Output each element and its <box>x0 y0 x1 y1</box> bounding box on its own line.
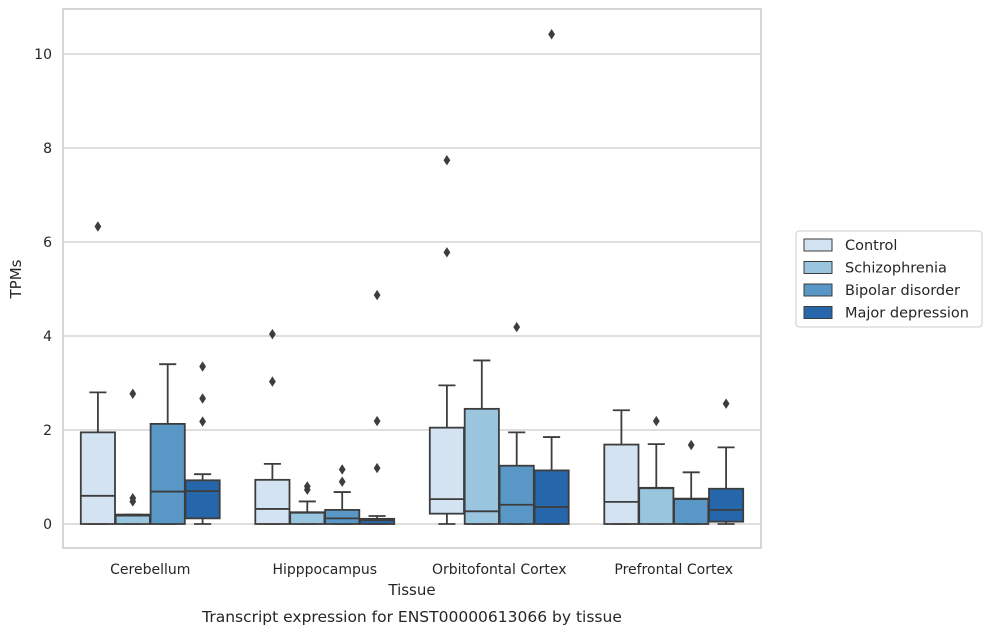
legend-swatch <box>803 261 833 274</box>
box-plot <box>254 328 291 525</box>
iqr-box <box>638 486 675 525</box>
iqr-box <box>149 422 186 525</box>
x-tick-label: Cerebellum <box>110 562 190 578</box>
y-axis-label: TPMs <box>7 259 25 299</box>
box-plot <box>359 289 396 525</box>
chart-caption: Transcript expression for ENST0000061306… <box>201 608 622 626</box>
iqr-box <box>498 464 535 525</box>
iqr-box <box>289 511 326 525</box>
legend-swatch <box>803 283 833 297</box>
y-tick-label: 2 <box>43 423 52 439</box>
outlier-point <box>129 492 137 504</box>
outlier-point <box>722 398 730 409</box>
box-plot <box>533 29 570 525</box>
box-plot <box>708 398 745 525</box>
outlier-point <box>338 464 346 475</box>
x-axis-label: Tissue <box>387 581 435 599</box>
iqr-box <box>79 431 116 525</box>
legend-swatch <box>803 306 833 319</box>
outlier-point <box>94 221 102 232</box>
outlier-point <box>513 321 521 333</box>
legend-label: Bipolar disorder <box>845 283 960 299</box>
x-tick-label: Prefrontal Cortex <box>614 562 733 578</box>
x-tick-label: Hipppocampus <box>272 562 377 578</box>
legend-frame <box>795 230 983 328</box>
iqr-box <box>428 426 465 515</box>
box-plot <box>184 361 221 525</box>
outlier-point <box>199 393 206 404</box>
box-plot <box>638 415 675 525</box>
iqr-box <box>533 469 570 525</box>
y-tick-label: 4 <box>43 329 52 345</box>
outlier-point <box>199 416 206 427</box>
box-plot <box>79 221 116 525</box>
iqr-box <box>359 517 396 525</box>
y-tick-label: 8 <box>43 141 52 157</box>
box-plot <box>324 464 361 525</box>
legend: Control Schizophrenia Bipolar disorder Majo… <box>795 230 983 328</box>
legend-label: Major depression <box>845 306 969 322</box>
outlier-point <box>199 361 206 372</box>
box-plot <box>149 363 186 525</box>
box-plot <box>498 321 535 525</box>
iqr-box <box>603 443 640 525</box>
iqr-box <box>673 497 710 525</box>
plot-frame <box>62 8 762 549</box>
iqr-box <box>184 479 221 520</box>
iqr-box <box>708 487 745 523</box>
x-tick-label: Orbitofontal Cortex <box>432 562 567 578</box>
outlier-point <box>338 476 346 487</box>
outlier-point <box>129 388 137 400</box>
x-tick-labels: Cerebellum Hipppocampus Orbitofontal Corte… <box>110 562 733 578</box>
outlier-point <box>548 29 555 40</box>
outlier-point <box>303 481 311 492</box>
outlier-point <box>443 247 451 258</box>
iqr-box <box>463 407 500 525</box>
outlier-point <box>687 439 695 451</box>
box-plots <box>79 29 745 525</box>
y-tick-labels: 0 2 4 6 8 10 <box>34 47 52 533</box>
iqr-box <box>324 508 361 525</box>
outlier-point <box>443 155 451 166</box>
outlier-point <box>373 462 381 474</box>
box-plot <box>463 359 500 525</box>
iqr-box <box>254 478 291 525</box>
y-tick-label: 6 <box>43 235 52 251</box>
legend-label: Schizophrenia <box>845 261 947 277</box>
box-plot <box>428 155 465 525</box>
outlier-point <box>373 415 381 427</box>
box-plot <box>603 409 640 525</box>
legend-label: Control <box>845 238 897 254</box>
outlier-point <box>373 289 381 301</box>
box-plot <box>114 388 151 525</box>
y-tick-label: 0 <box>43 517 52 533</box>
box-plot <box>673 439 710 525</box>
box-plot <box>289 481 326 525</box>
legend-swatch <box>803 238 833 252</box>
outlier-point <box>652 415 660 427</box>
y-tick-label: 10 <box>34 47 52 63</box>
outlier-point <box>269 328 276 340</box>
outlier-point <box>269 376 276 387</box>
